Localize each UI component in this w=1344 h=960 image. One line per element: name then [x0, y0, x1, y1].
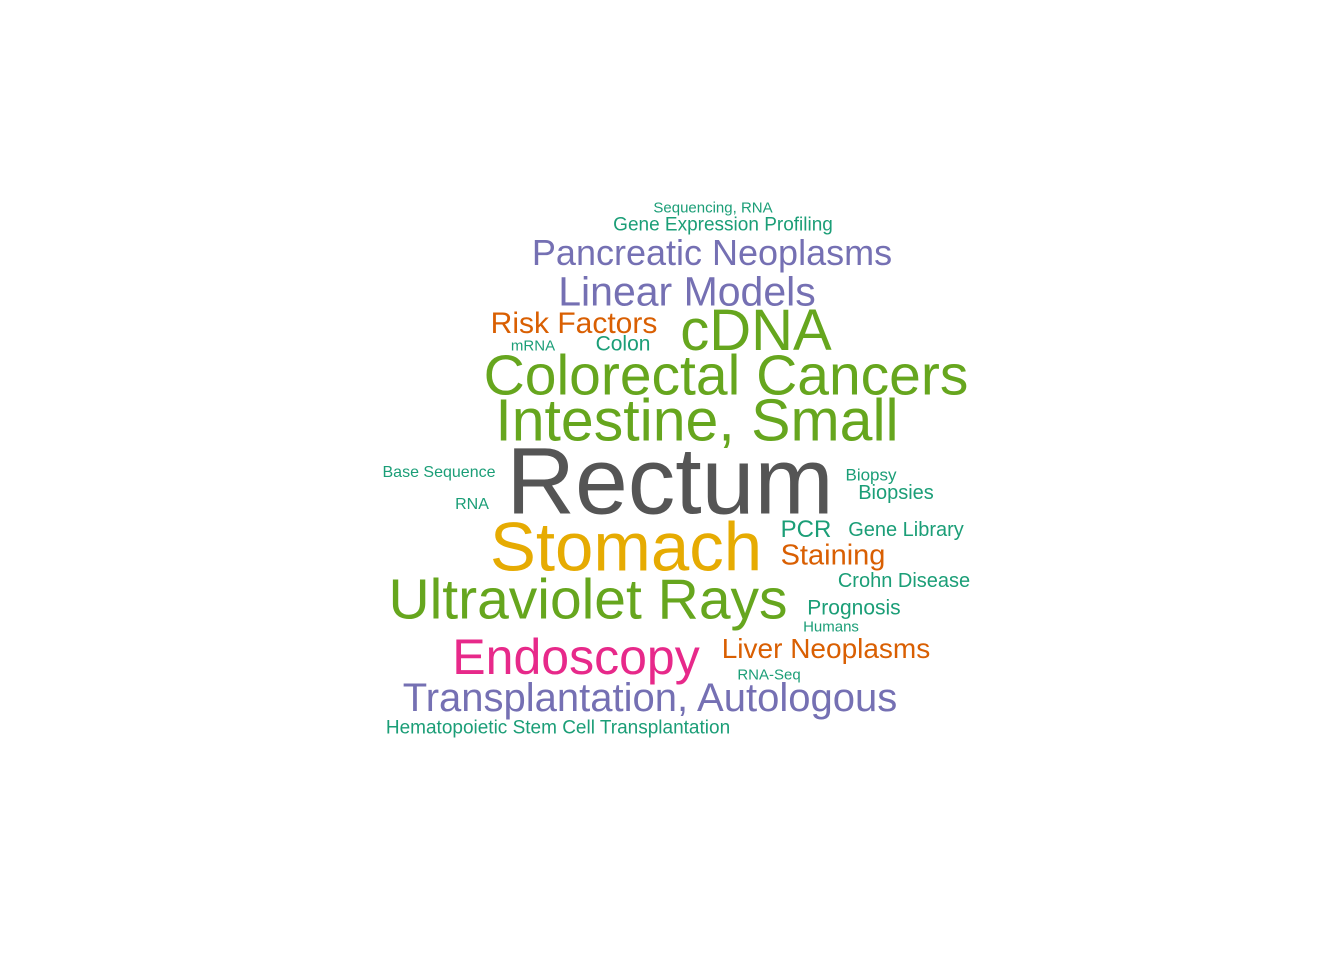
word-biopsies: Biopsies	[858, 482, 934, 504]
word-colorectal-cancers: Colorectal Cancers	[483, 343, 969, 408]
word-mrna: mRNA	[510, 337, 556, 355]
word-hematopoietic-stem-cell-transplantation: Hematopoietic Stem Cell Transplantation	[385, 717, 731, 739]
word-rna: RNA	[455, 496, 489, 513]
word-pancreatic-neoplasms: Pancreatic Neoplasms	[531, 232, 893, 273]
word-intestine-small: Intestine, Small	[495, 387, 899, 454]
word-pcr: PCR	[780, 516, 832, 543]
word-cdna: cDNA	[680, 298, 832, 363]
word-sequencing-rna: Sequencing, RNA	[653, 199, 773, 217]
word-biopsy: Biopsy	[845, 465, 897, 485]
word-rna-seq: RNA-Seq	[737, 666, 801, 684]
word-prognosis: Prognosis	[807, 596, 901, 620]
word-ultraviolet-rays: Ultraviolet Rays	[388, 567, 788, 632]
word-staining: Staining	[780, 539, 886, 572]
word-stomach: Stomach	[489, 508, 763, 586]
word-crohn-disease: Crohn Disease	[837, 570, 971, 592]
word-colon: Colon	[595, 332, 651, 356]
word-linear-models: Linear Models	[558, 268, 816, 315]
word-transplantation-autologous: Transplantation, Autologous	[402, 676, 898, 720]
word-rectum: Rectum	[506, 428, 834, 535]
word-humans: Humans	[803, 618, 859, 636]
word-endoscopy: Endoscopy	[452, 629, 700, 685]
word-risk-factors: Risk Factors	[490, 307, 658, 340]
word-base-sequence: Base Sequence	[382, 464, 496, 481]
word-gene-expression-profiling: Gene Expression Profiling	[613, 214, 833, 236]
word-gene-library: Gene Library	[848, 519, 964, 541]
word-liver-neoplasms: Liver Neoplasms	[721, 633, 931, 664]
